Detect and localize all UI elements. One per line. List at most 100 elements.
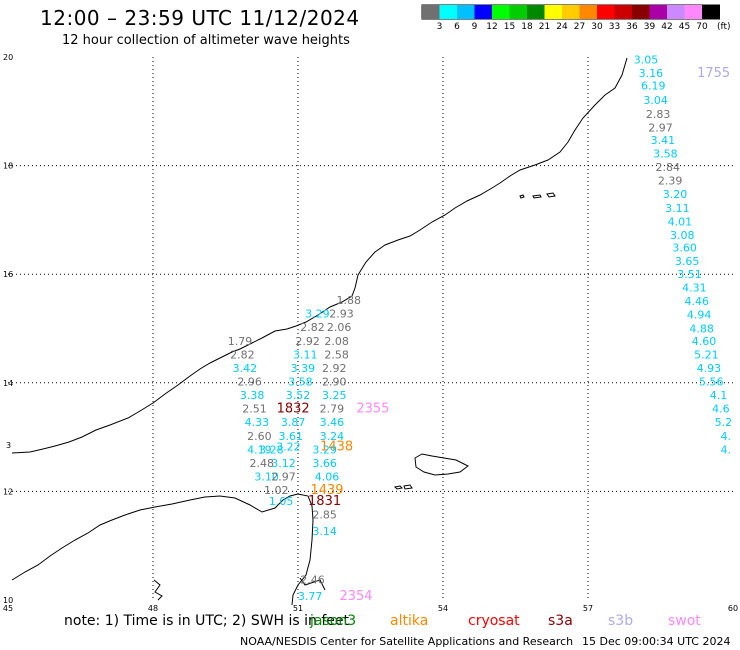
wave-height-label: 4.93 — [697, 362, 722, 375]
wave-height-label: 3.29 — [305, 308, 330, 321]
socotra-islet — [403, 484, 413, 490]
lon-tick-label: 45 — [3, 604, 13, 613]
colorbar-swatch — [509, 5, 527, 19]
wave-height-label: 3.25 — [322, 389, 347, 402]
interior-border — [153, 579, 163, 601]
colorbar-swatch — [702, 5, 720, 19]
wave-height-label: 4.31 — [682, 282, 707, 295]
wave-height-label: 4.46 — [685, 295, 710, 308]
wave-height-label: 2.84 — [656, 161, 681, 174]
lat-side-label: 3 — [6, 441, 11, 450]
colorbar-label: 18 — [521, 22, 533, 32]
wave-height-label: 3.65 — [675, 255, 700, 268]
kuria-muria-islets — [532, 194, 542, 199]
map-subtitle: 12 hour collection of altimeter wave hei… — [62, 33, 350, 48]
wave-height-label: 4.19 — [247, 443, 272, 456]
wave-height-label: 3.16 — [639, 67, 664, 80]
colorbar-swatch — [632, 5, 650, 19]
lat-tick-label: 12 — [3, 487, 13, 496]
wave-height-label: 4. — [721, 443, 732, 456]
colorbar-swatch — [562, 5, 580, 19]
wave-height-label: 5.56 — [699, 376, 724, 389]
colorbar-label: 39 — [644, 22, 656, 32]
wave-height-label: 3.87 — [281, 416, 306, 429]
colorbar-label: 6 — [454, 22, 460, 32]
colorbar-swatch — [527, 5, 545, 19]
lat-tick-label: 18 — [3, 162, 13, 171]
wave-height-label: 3.05 — [634, 54, 659, 67]
colorbar-swatch — [684, 5, 702, 19]
wave-height-label: 2.82 — [230, 348, 255, 361]
wave-height-label: 2.51 — [242, 403, 267, 416]
wave-height-label: 3.52 — [286, 389, 311, 402]
wave-height-label: 3.08 — [670, 229, 695, 242]
colorbar-label: 42 — [661, 22, 672, 32]
wave-height-label: 3.12 — [271, 457, 296, 470]
wave-height-label: 3.42 — [233, 362, 258, 375]
pass-time-label: 1438 — [320, 440, 353, 455]
pass-time-label: 1831 — [308, 494, 341, 509]
colorbar-label: 12 — [486, 22, 497, 32]
lat-tick-label: 14 — [3, 379, 13, 388]
wave-height-label: 4.33 — [245, 416, 270, 429]
satellite-legend-s3a: s3a — [548, 613, 573, 629]
wave-height-label: 2.39 — [658, 175, 683, 188]
wave-height-label: 3.77 — [298, 590, 323, 603]
colorbar-swatch — [579, 5, 597, 19]
wave-height-label: 4.88 — [689, 322, 714, 335]
wave-height-label: 5.21 — [694, 348, 719, 361]
wave-height-label: 3.41 — [651, 134, 676, 147]
note-text: note: 1) Time is in UTC; 2) SWH is in fe… — [64, 613, 350, 629]
wave-height-label: 2.82 — [300, 321, 325, 334]
wave-height-label: 3.04 — [643, 94, 668, 107]
wave-height-label: 4.01 — [668, 215, 693, 228]
footer-agency: NOAA/NESDIS Center for Satellite Applica… — [240, 635, 574, 648]
pass-time-label: 1439 — [310, 483, 343, 498]
wave-height-label: 2.92 — [322, 362, 347, 375]
satellite-legend-swot: swot — [668, 613, 701, 629]
colorbar-swatch — [649, 5, 667, 19]
wave-height-label: 2.08 — [324, 335, 349, 348]
wave-height-label: 3.61 — [279, 430, 304, 443]
wave-height-label: 2.90 — [322, 376, 347, 389]
pass-time-label: 1755 — [697, 66, 730, 81]
wave-height-label: 1.88 — [337, 294, 362, 307]
map-title: 12:00 – 23:59 UTC 11/12/2024 — [40, 6, 360, 30]
wave-height-label: 3.20 — [663, 188, 688, 201]
colorbar-swatch — [474, 5, 492, 19]
wave-height-label: 2.83 — [646, 108, 671, 121]
wave-height-label: 4.94 — [687, 309, 712, 322]
interior-border — [299, 577, 326, 591]
wave-height-label: 4.06 — [315, 471, 340, 484]
colorbar-label: 15 — [504, 22, 515, 32]
wave-height-label: 2.58 — [324, 348, 349, 361]
satellite-legend-cryosat: cryosat — [468, 613, 520, 629]
colorbar: 3 6 9 12 15 18 21 24 27 30 33 36 39 42 45 70 — [421, 4, 720, 32]
wave-height-label: 1.05 — [269, 495, 294, 508]
colorbar-label: 36 — [626, 22, 638, 32]
wave-height-label: 3.66 — [312, 457, 337, 470]
kuria-muria-islets — [546, 192, 556, 198]
wave-height-label: 2.92 — [295, 335, 320, 348]
colorbar-label: 9 — [472, 22, 478, 32]
colorbar-unit: (ft) — [717, 22, 731, 32]
colorbar-label: 70 — [696, 22, 708, 32]
coastline — [11, 57, 628, 606]
pass-time-label: 1832 — [277, 402, 310, 417]
wave-height-label: 6.19 — [641, 80, 666, 93]
wave-height-label: 3.39 — [291, 362, 316, 375]
colorbar-swatch — [614, 5, 632, 19]
wave-height-label: 3.60 — [672, 241, 697, 254]
socotra-island — [414, 453, 469, 476]
satellite-legend-altika: altika — [390, 613, 429, 629]
map-gridlines — [8, 57, 733, 600]
wave-height-label: 4.1 — [710, 389, 728, 402]
lat-tick-label: 16 — [3, 270, 13, 279]
wave-height-label: 2.97 — [648, 121, 673, 134]
lon-tick-label: 60 — [728, 604, 738, 613]
wave-height-label: 3.58 — [288, 376, 313, 389]
satellite-legend-s3b: s3b — [608, 613, 634, 629]
wave-height-label: 2.85 — [312, 509, 337, 522]
wave-height-label: 3.28 — [259, 443, 284, 456]
colorbar-label: 27 — [574, 22, 585, 32]
